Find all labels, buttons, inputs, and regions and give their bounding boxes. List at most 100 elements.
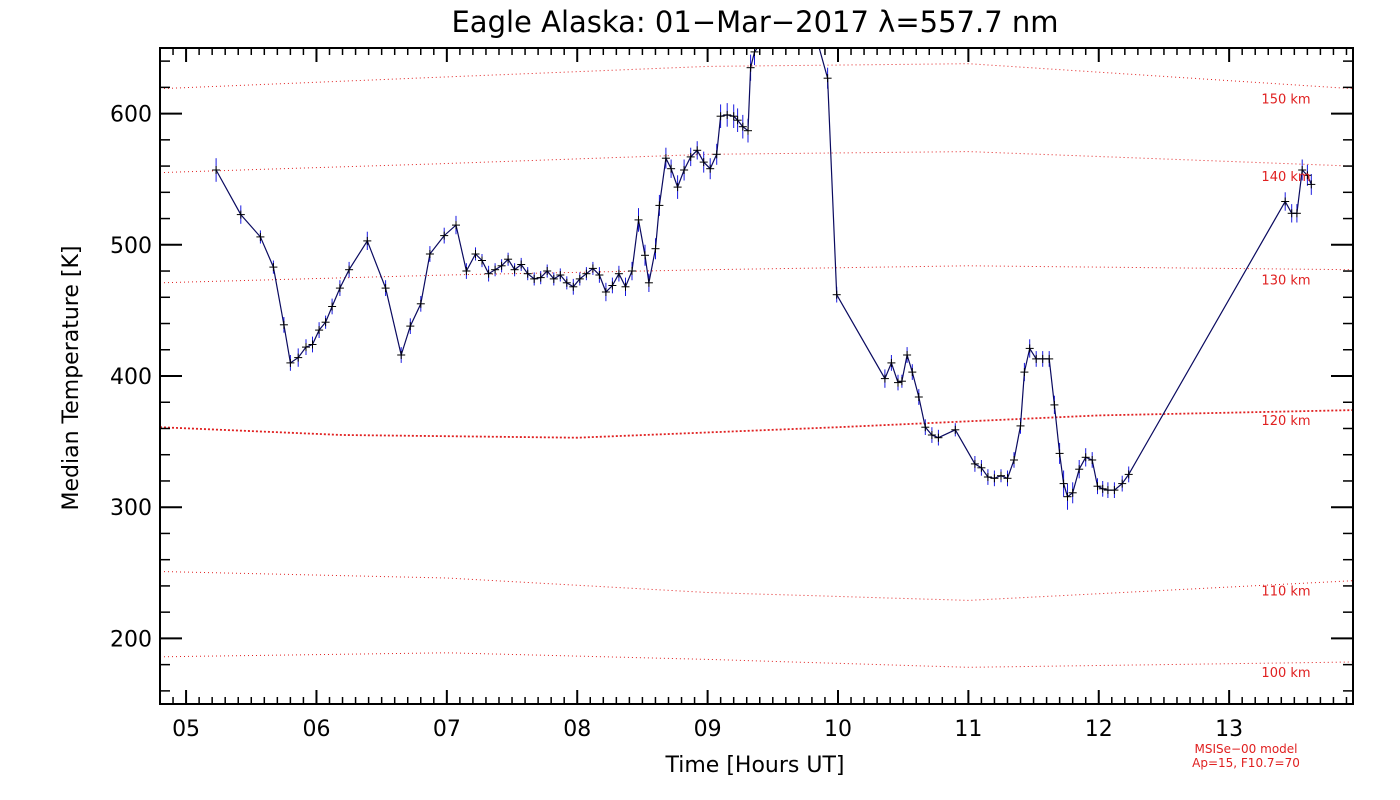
data-point <box>723 110 732 119</box>
model-note-line: MSISe−00 model <box>1194 742 1297 756</box>
data-point <box>644 278 653 287</box>
data-point <box>983 473 992 481</box>
data-point <box>543 267 552 275</box>
data-point <box>716 112 725 121</box>
x-tick-label: 09 <box>694 717 722 742</box>
y-axis-label: Median Temperature [K] <box>59 246 84 511</box>
data-point <box>256 232 265 241</box>
data-point <box>569 282 578 291</box>
plot-frame <box>159 47 1354 705</box>
data-point <box>1059 479 1068 488</box>
x-tick-label: 11 <box>954 717 982 742</box>
x-tick-label: 13 <box>1215 717 1243 742</box>
ref-line-label-5: 150 km <box>1261 93 1310 108</box>
data-point <box>693 146 702 155</box>
data-point <box>744 126 752 135</box>
data-point <box>686 152 695 161</box>
data-point <box>880 374 889 383</box>
data-point <box>595 271 604 279</box>
data-point <box>462 267 471 275</box>
data-point <box>667 164 676 173</box>
data-point <box>1075 465 1084 474</box>
ref-line-0 <box>159 652 1354 668</box>
data-point <box>934 433 943 442</box>
y-tick-label: 200 <box>110 627 152 652</box>
data-point <box>628 267 636 275</box>
y-tick-label: 500 <box>110 234 152 259</box>
data-point <box>706 164 715 173</box>
data-point <box>588 264 597 273</box>
data-point <box>641 251 649 260</box>
data-point <box>315 326 324 335</box>
data-point <box>634 215 643 224</box>
data-point <box>1093 482 1102 491</box>
data-point <box>977 463 986 472</box>
y-tick-label: 600 <box>110 103 152 128</box>
data-point <box>661 154 670 163</box>
data-point <box>832 290 841 299</box>
data-point <box>1118 479 1127 488</box>
data-point <box>425 250 434 258</box>
data-point <box>746 63 755 72</box>
data-point <box>1110 486 1119 495</box>
data-point <box>903 351 912 359</box>
ref-line-4 <box>159 151 1354 174</box>
x-tick-label: 10 <box>824 717 852 742</box>
data-point <box>1003 474 1012 483</box>
data-point <box>990 474 999 483</box>
data-point <box>321 318 330 327</box>
data-point <box>269 263 278 272</box>
data-point <box>536 273 545 282</box>
data-point <box>1292 209 1301 218</box>
data-point <box>608 281 617 290</box>
data-point <box>1055 449 1064 458</box>
data-point <box>997 471 1005 480</box>
data-point <box>1307 180 1316 189</box>
y-tick-label: 300 <box>110 496 152 521</box>
data-point <box>750 48 759 56</box>
data-point <box>1050 400 1059 409</box>
data-point <box>491 265 500 274</box>
data-point <box>908 368 917 377</box>
data-point <box>478 256 486 265</box>
data-point <box>601 288 610 296</box>
data-point <box>212 166 221 174</box>
ref-line-2 <box>159 409 1354 439</box>
data-point <box>970 459 979 468</box>
data-point <box>614 269 623 278</box>
msis-altitude-reference-lines <box>159 63 1354 668</box>
data-point <box>1020 368 1029 377</box>
data-point <box>562 278 571 287</box>
data-point <box>1281 197 1290 206</box>
data-point <box>673 183 682 192</box>
data-point <box>1063 492 1072 501</box>
data-point <box>887 358 896 367</box>
data-point <box>575 274 584 283</box>
data-point <box>416 299 425 308</box>
x-tick-label: 12 <box>1085 717 1113 742</box>
data-point <box>712 150 721 159</box>
data-point <box>504 255 513 264</box>
data-point <box>345 265 354 274</box>
data-point <box>294 353 303 362</box>
data-point <box>335 284 344 293</box>
data-point <box>894 378 902 387</box>
ref-line-5 <box>159 63 1354 90</box>
data-point <box>510 265 519 274</box>
model-note-line: Ap=15, F10.7=70 <box>1192 756 1300 770</box>
data-point <box>302 343 310 352</box>
ref-line-3 <box>159 265 1354 284</box>
data-point <box>621 282 630 291</box>
data-point <box>1098 484 1107 493</box>
axis-ticks <box>159 48 1353 704</box>
data-point <box>582 269 591 278</box>
data-point <box>1016 421 1025 430</box>
chart-title: Eagle Alaska: 01−Mar−2017 λ=557.7 nm <box>451 5 1058 39</box>
ref-line-label-4: 140 km <box>1261 170 1310 185</box>
data-point <box>523 269 532 278</box>
x-tick-label: 05 <box>172 717 200 742</box>
data-point <box>1081 453 1090 462</box>
data-point <box>738 122 747 131</box>
data-point <box>397 351 406 359</box>
